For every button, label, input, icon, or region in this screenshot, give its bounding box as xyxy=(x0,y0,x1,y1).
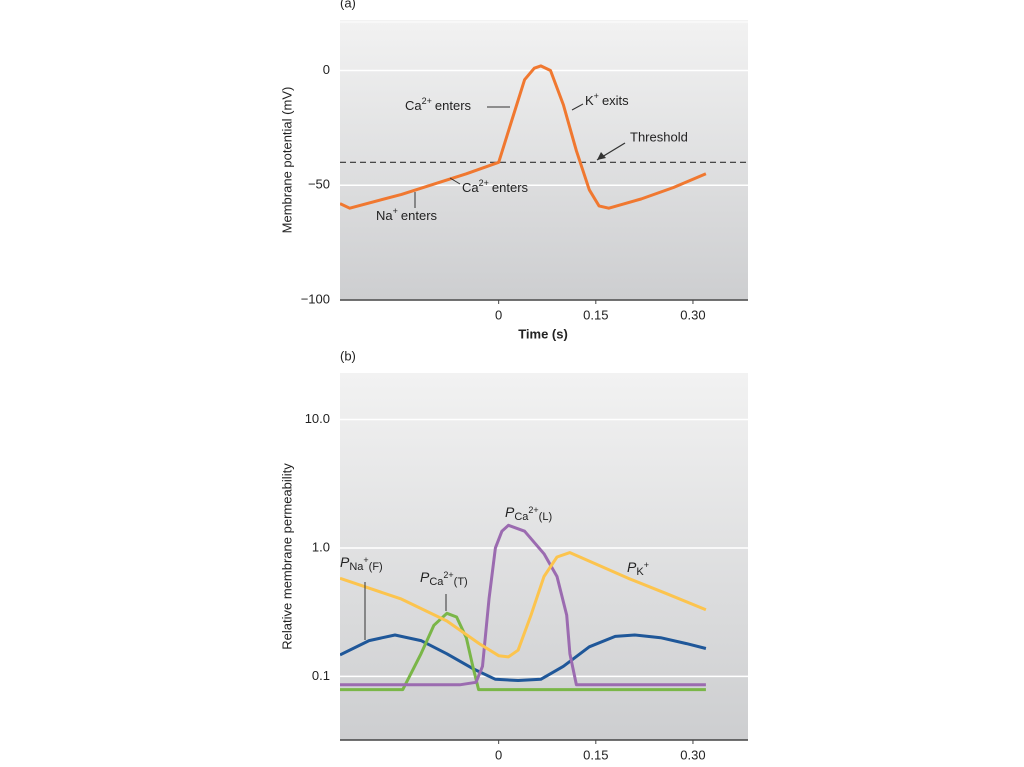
x-axis-title: Time (s) xyxy=(518,326,568,341)
series-label-sup: + xyxy=(644,560,649,570)
panel-label: (b) xyxy=(340,348,356,363)
y-tick-label: 10.0 xyxy=(305,411,330,426)
plot-lines xyxy=(340,64,707,210)
series-line xyxy=(340,633,707,682)
annotation-base: Ca xyxy=(405,98,422,113)
series-label-tail: (L) xyxy=(539,511,552,523)
series-label-sub: Ca xyxy=(429,576,444,588)
threshold-label: Threshold xyxy=(630,129,688,144)
series-line xyxy=(340,551,707,659)
series-label-p: P xyxy=(420,569,430,585)
annotation: Ca2+ enters xyxy=(462,178,529,195)
series-label-sub: Ca xyxy=(514,511,529,523)
annotation-sup: + xyxy=(594,91,599,101)
plot-lines xyxy=(340,523,707,692)
series-label-p: P xyxy=(505,504,515,520)
panel-label: (a) xyxy=(340,0,356,10)
annotation-sup: + xyxy=(393,206,398,216)
y-tick-label: 1.0 xyxy=(312,539,330,554)
series-label-sup: + xyxy=(363,555,368,565)
y-tick-label: −100 xyxy=(301,291,330,306)
annotation-leader xyxy=(449,177,461,185)
series-label: PCa2+(L) xyxy=(505,504,552,523)
threshold-arrowhead xyxy=(597,152,606,160)
x-tick-label: 0.15 xyxy=(583,747,608,762)
x-tick-label: 0.15 xyxy=(583,307,608,322)
series-line xyxy=(340,611,706,692)
series-label-p: P xyxy=(627,559,637,575)
annotation-base: Na xyxy=(376,208,393,223)
series-label-tail: (T) xyxy=(454,576,468,588)
y-axis-title: Relative membrane permeability xyxy=(279,463,294,650)
y-tick-label: −50 xyxy=(308,177,330,192)
x-tick-label: 0 xyxy=(495,747,502,762)
annotation-text: exits xyxy=(602,93,629,108)
x-tick-label: 0 xyxy=(495,307,502,322)
annotation-sup: 2+ xyxy=(479,178,489,188)
y-axis-title: Membrane potential (mV) xyxy=(279,87,294,234)
series-label-p: P xyxy=(340,554,350,570)
annotation-text: enters xyxy=(492,180,529,195)
series-label-sup: 2+ xyxy=(443,570,453,580)
y-tick-label: 0.1 xyxy=(312,668,330,683)
plot-background xyxy=(340,20,748,300)
x-tick-label: 0.30 xyxy=(680,747,705,762)
annotation: K+ exits xyxy=(585,91,629,108)
series-label-sub: Na xyxy=(349,561,364,573)
annotation: Ca2+ enters xyxy=(405,96,472,113)
annotation-text: enters xyxy=(401,208,438,223)
series-label-sup: 2+ xyxy=(528,505,538,515)
series-label: PNa+(F) xyxy=(340,554,383,573)
annotation-base: K xyxy=(585,93,594,108)
series-label-sub: K xyxy=(636,566,644,578)
series-label: PK+ xyxy=(627,559,649,578)
x-tick-label: 0.30 xyxy=(680,307,705,322)
series-line xyxy=(340,64,707,210)
annotation-leader xyxy=(571,103,584,111)
annotation: Na+ enters xyxy=(376,206,438,223)
annotation-sup: 2+ xyxy=(422,96,432,106)
series-label: PCa2+(T) xyxy=(420,569,468,588)
annotation-text: enters xyxy=(435,98,472,113)
annotation-base: Ca xyxy=(462,180,479,195)
y-tick-label: 0 xyxy=(323,62,330,77)
series-label-tail: (F) xyxy=(369,561,383,573)
series-line xyxy=(340,523,706,687)
